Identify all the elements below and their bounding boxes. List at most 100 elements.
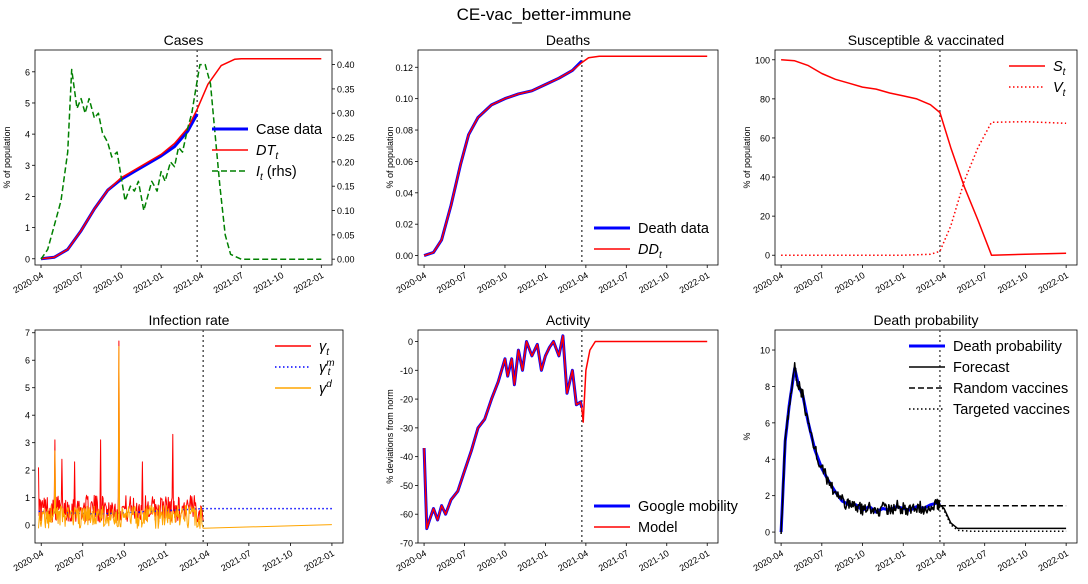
legend-label: γm t [319, 358, 335, 378]
panel-activity: Activity % deviations from norm 0 -10 -20 -30… [385, 312, 739, 573]
x-tick-label: 2021-04 [178, 548, 212, 573]
y-tick-label: 6 [765, 418, 770, 428]
y-tick-label: 100 [755, 55, 770, 65]
panel-deaths: Deaths % of population 0.00 0.02 0.04 0.06 0.0… [385, 32, 719, 295]
y-tick-label: 0 [765, 528, 770, 538]
x-tick-label: 2021-07 [219, 548, 253, 573]
y-tick-label: 3 [25, 438, 30, 448]
x-tick-label: 2020-10 [833, 270, 867, 295]
x-tick-label: 2020-10 [475, 270, 509, 295]
y2-tick-label: 0.10 [337, 206, 355, 216]
x-tick-label: 2021-07 [212, 270, 246, 295]
x-tick-label: 2022-01 [678, 270, 712, 295]
panel-infection: Infection rate 0 1 2 3 4 5 6 7 2020-04 2020-07 2020… [12, 312, 344, 573]
plot-frame [774, 49, 1078, 266]
y-tick-label: 60 [760, 133, 770, 143]
y-tick-label: 0.04 [395, 188, 413, 198]
y-tick-label: 0.06 [395, 157, 413, 167]
figure-title: CE-vac_better-immune [457, 5, 632, 24]
x-tick-label: 2020-07 [792, 270, 826, 295]
x-tick-label: 2020-04 [11, 270, 45, 295]
x-tick-label: 2022-01 [1037, 548, 1071, 573]
legend-label: Random vaccines [953, 381, 1068, 397]
x-tick-label: 2021-07 [597, 270, 631, 295]
legend-label: DDt [638, 242, 663, 261]
x-tick-label: 2021-07 [597, 548, 631, 573]
x-tick-label: 2021-01 [136, 548, 170, 573]
legend-label: Death probability [953, 339, 1063, 355]
panel-deathprob: Death probability% 0 2 4 6 8 10 2020-04 2020-07 2… [742, 312, 1078, 573]
y-tick-label: 0 [25, 521, 30, 531]
panel-title: Cases [164, 32, 204, 48]
y2-tick-label: 0.40 [337, 60, 355, 70]
series-dd-t-line [423, 55, 708, 257]
x-tick-label: 2020-04 [394, 270, 428, 295]
y-tick-label: 2 [765, 491, 770, 501]
plot-frame [34, 329, 344, 544]
y-tick-label: 5 [25, 98, 30, 108]
x-tick-label: 2021-01 [132, 270, 166, 295]
y-tick-label: -40 [400, 452, 413, 462]
panel-title: Susceptible & vaccinated [848, 32, 1004, 48]
x-tick-label: 2021-01 [516, 548, 550, 573]
series-i-t-rhs--line [40, 63, 322, 260]
x-tick-label: 2020-07 [435, 270, 469, 295]
x-tick-label: 2021-04 [556, 270, 590, 295]
y-tick-label: 7 [25, 328, 30, 338]
y-tick-label: 3 [25, 161, 30, 171]
x-tick-label: 2020-07 [435, 548, 469, 573]
x-tick-label: 2021-07 [955, 270, 989, 295]
x-tick-label: 2021-01 [874, 270, 908, 295]
y-tick-label: 4 [765, 455, 770, 465]
x-tick-label: 2021-04 [172, 270, 206, 295]
y-axis-label: % deviations from norm [385, 389, 395, 484]
y2-tick-label: 0.35 [337, 84, 355, 94]
x-tick-label: 2020-04 [394, 548, 428, 573]
x-tick-label: 2021-01 [874, 548, 908, 573]
y-tick-label: 8 [765, 382, 770, 392]
legend-label: Model [638, 520, 678, 536]
y-axis-label: % of population [742, 126, 752, 188]
x-tick-label: 2020-04 [752, 270, 786, 295]
legend-label: γd [319, 379, 332, 397]
legend-label: Forecast [953, 360, 1009, 376]
series-model-line [423, 335, 708, 530]
y-tick-label: 6 [25, 356, 30, 366]
y-tick-label: -20 [400, 395, 413, 405]
y-tick-label: 40 [760, 173, 770, 183]
x-tick-label: 2020-04 [752, 548, 786, 573]
y-tick-label: -30 [400, 423, 413, 433]
x-tick-label: 2021-04 [556, 548, 590, 573]
y-tick-label: 1 [25, 223, 30, 233]
y-tick-label: 80 [760, 94, 770, 104]
series-death-data-line [423, 59, 583, 258]
y-tick-label: -70 [400, 539, 413, 549]
y-tick-label: 6 [25, 67, 30, 77]
y-tick-label: 20 [760, 212, 770, 222]
y2-tick-label: 0.30 [337, 109, 355, 119]
x-tick-label: 2020-10 [91, 270, 125, 295]
y-tick-label: -50 [400, 481, 413, 491]
x-tick-label: 2020-10 [95, 548, 129, 573]
y-tick-label: 0 [408, 337, 413, 347]
y2-tick-label: 0.20 [337, 157, 355, 167]
y-tick-label: 0 [25, 254, 30, 264]
series-s-t-line [781, 59, 1067, 256]
y-axis-label: % of population [385, 126, 395, 188]
x-tick-label: 2020-07 [51, 270, 85, 295]
series-v-t-line [781, 120, 1067, 256]
series--m-t-line [38, 507, 332, 515]
legend-label: St [1053, 59, 1067, 78]
y-tick-label: -60 [400, 510, 413, 520]
y-tick-label: 0.02 [395, 220, 413, 230]
x-tick-label: 2022-01 [292, 270, 326, 295]
plot-frame [417, 49, 719, 266]
y-tick-label: 0 [765, 251, 770, 261]
plot-frame [34, 49, 333, 266]
series-forecast-line [780, 362, 1067, 535]
x-tick-label: 2021-10 [261, 548, 295, 573]
legend-label: Google mobility [638, 499, 739, 515]
y-tick-label: 4 [25, 411, 30, 421]
y-tick-label: 1 [25, 493, 30, 503]
